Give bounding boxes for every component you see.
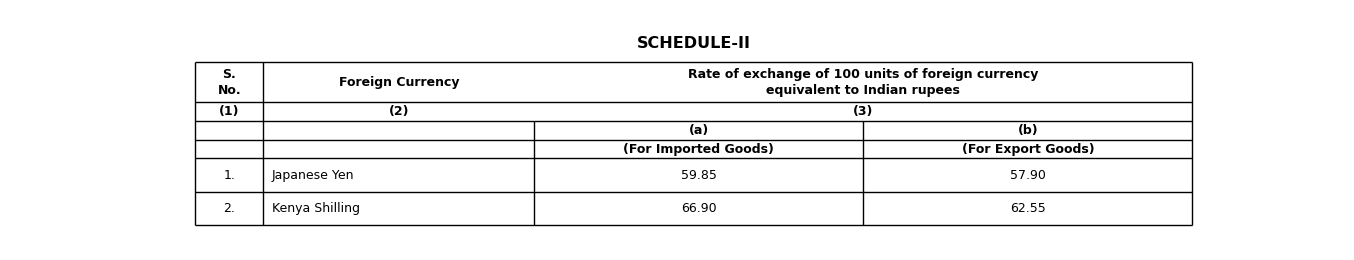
Text: (b): (b) (1018, 124, 1039, 137)
Text: Foreign Currency: Foreign Currency (338, 76, 459, 89)
Text: 59.85: 59.85 (681, 169, 716, 182)
Text: S.
No.: S. No. (218, 68, 241, 97)
Text: 1.: 1. (223, 169, 236, 182)
Text: (For Export Goods): (For Export Goods) (961, 143, 1094, 156)
Text: Rate of exchange of 100 units of foreign currency
equivalent to Indian rupees: Rate of exchange of 100 units of foreign… (688, 68, 1039, 97)
Text: (2): (2) (389, 105, 409, 118)
Text: (a): (a) (689, 124, 709, 137)
Text: Kenya Shilling: Kenya Shilling (272, 202, 360, 215)
Text: SCHEDULE-II: SCHEDULE-II (636, 36, 751, 51)
Text: 2.: 2. (223, 202, 236, 215)
Text: (3): (3) (853, 105, 873, 118)
Text: (1): (1) (219, 105, 240, 118)
Text: 62.55: 62.55 (1010, 202, 1045, 215)
Text: 66.90: 66.90 (681, 202, 716, 215)
Text: 57.90: 57.90 (1010, 169, 1045, 182)
Text: (For Imported Goods): (For Imported Goods) (623, 143, 774, 156)
Text: Japanese Yen: Japanese Yen (272, 169, 355, 182)
